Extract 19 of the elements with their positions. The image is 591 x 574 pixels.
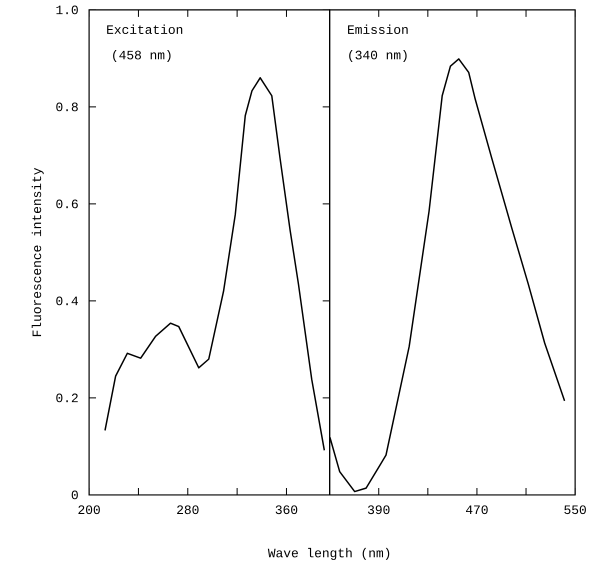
y-tick-label: 0.8	[56, 102, 78, 112]
y-tick-label: 0.4	[56, 296, 78, 306]
y-axis-title: Fluorescence intensity	[32, 168, 44, 336]
x-tick-label: 360	[276, 505, 298, 514]
annotation: Emission	[348, 24, 408, 34]
x-axis-title: Wave length (nm)	[268, 548, 390, 560]
annotation: Excitation	[107, 24, 182, 34]
annotation: (458 nm)	[113, 50, 171, 62]
x-tick-label: 200	[78, 505, 100, 514]
x-tick-label: 280	[177, 505, 199, 514]
y-tick-label: 1.0	[56, 5, 78, 14]
y-tick-label: 0.2	[56, 393, 78, 402]
y-tick-label: 0.6	[56, 199, 78, 208]
x-tick-label: 390	[368, 505, 390, 514]
annotation: (340 nm)	[349, 50, 407, 62]
x-tick-label: 550	[564, 505, 586, 514]
line-series	[104, 76, 326, 451]
y-tick-label: 0	[72, 490, 78, 500]
x-tick-label: 470	[466, 505, 488, 514]
